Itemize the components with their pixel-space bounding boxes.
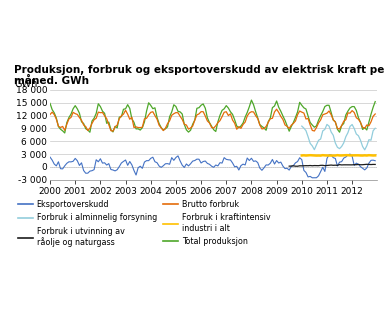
Text: Produksjon, forbruk og eksportoverskudd av elektrisk kraft per
måned. GWh: Produksjon, forbruk og eksportoverskudd … — [14, 65, 385, 86]
Legend: Eksportoverskudd, Forbruk i alminnelig forsyning, Forbruk i utvinning av
råolje : Eksportoverskudd, Forbruk i alminnelig f… — [18, 200, 270, 247]
Text: GWh: GWh — [14, 79, 37, 89]
